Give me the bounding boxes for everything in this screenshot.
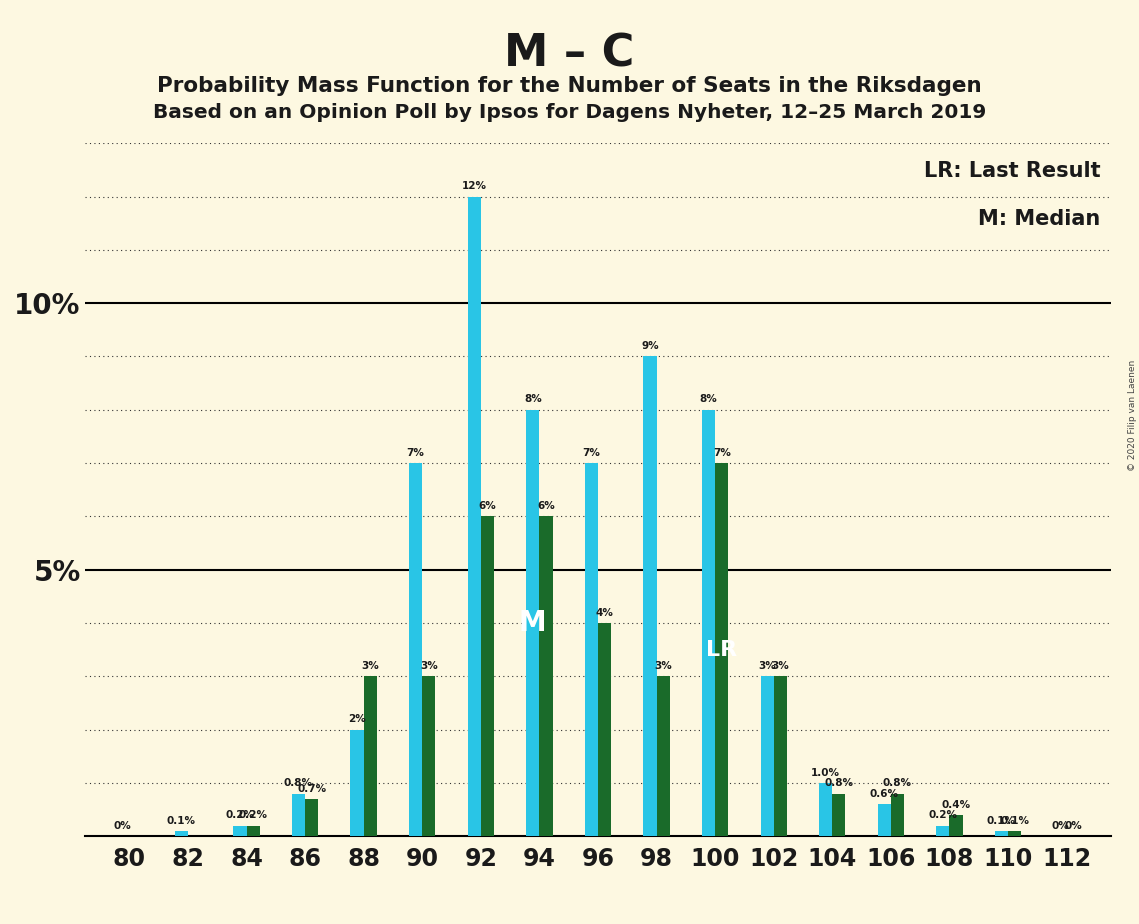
Bar — [761, 676, 773, 836]
Text: 12%: 12% — [461, 181, 486, 191]
Text: 0.1%: 0.1% — [986, 816, 1016, 825]
Bar — [540, 517, 552, 836]
Text: 7%: 7% — [407, 448, 425, 457]
Bar — [351, 730, 363, 836]
Bar — [773, 676, 787, 836]
Text: 3%: 3% — [654, 661, 672, 671]
Bar — [891, 794, 904, 836]
Text: 0.1%: 0.1% — [1000, 816, 1030, 825]
Bar — [584, 463, 598, 836]
Bar — [526, 409, 540, 836]
Text: Based on an Opinion Poll by Ipsos for Dagens Nyheter, 12–25 March 2019: Based on an Opinion Poll by Ipsos for Da… — [153, 103, 986, 123]
Text: 3%: 3% — [420, 661, 437, 671]
Text: 0.8%: 0.8% — [825, 778, 853, 788]
Text: 3%: 3% — [361, 661, 379, 671]
Bar — [656, 676, 670, 836]
Bar — [833, 794, 845, 836]
Text: 6%: 6% — [478, 501, 497, 511]
Bar — [819, 783, 833, 836]
Bar — [292, 794, 305, 836]
Text: 2%: 2% — [349, 714, 366, 724]
Text: 3%: 3% — [759, 661, 776, 671]
Text: 0%: 0% — [1051, 821, 1068, 831]
Bar — [481, 517, 494, 836]
Bar — [994, 831, 1008, 836]
Text: 0.1%: 0.1% — [166, 816, 196, 825]
Text: 0.2%: 0.2% — [238, 810, 268, 821]
Text: M: M — [519, 609, 547, 637]
Text: 8%: 8% — [699, 395, 718, 405]
Text: 0.7%: 0.7% — [297, 784, 326, 794]
Text: LR: LR — [706, 639, 737, 660]
Text: 0.8%: 0.8% — [883, 778, 912, 788]
Text: Probability Mass Function for the Number of Seats in the Riksdagen: Probability Mass Function for the Number… — [157, 76, 982, 96]
Bar — [702, 409, 715, 836]
Text: 4%: 4% — [596, 608, 614, 617]
Text: M: Median: M: Median — [978, 209, 1100, 229]
Text: 9%: 9% — [641, 341, 658, 351]
Bar — [233, 825, 246, 836]
Bar — [409, 463, 423, 836]
Text: 0.2%: 0.2% — [226, 810, 254, 821]
Bar — [423, 676, 435, 836]
Bar — [174, 831, 188, 836]
Text: 0%: 0% — [114, 821, 132, 831]
Bar — [1008, 831, 1022, 836]
Text: 7%: 7% — [713, 448, 730, 457]
Text: 3%: 3% — [771, 661, 789, 671]
Bar — [468, 197, 481, 836]
Text: 0.4%: 0.4% — [942, 799, 970, 809]
Text: 0%: 0% — [1064, 821, 1082, 831]
Text: LR: Last Result: LR: Last Result — [924, 161, 1100, 180]
Text: 7%: 7% — [582, 448, 600, 457]
Bar — [644, 357, 656, 836]
Text: 0.2%: 0.2% — [928, 810, 958, 821]
Bar — [715, 463, 728, 836]
Text: 1.0%: 1.0% — [811, 768, 841, 778]
Text: 6%: 6% — [538, 501, 555, 511]
Bar — [363, 676, 377, 836]
Bar — [598, 623, 612, 836]
Bar — [246, 825, 260, 836]
Text: 0.6%: 0.6% — [870, 789, 899, 799]
Text: 8%: 8% — [524, 395, 542, 405]
Text: M – C: M – C — [505, 32, 634, 76]
Text: 0.8%: 0.8% — [284, 778, 313, 788]
Bar — [878, 804, 891, 836]
Text: © 2020 Filip van Laenen: © 2020 Filip van Laenen — [1128, 360, 1137, 471]
Bar — [305, 799, 318, 836]
Bar — [936, 825, 950, 836]
Bar — [950, 815, 962, 836]
